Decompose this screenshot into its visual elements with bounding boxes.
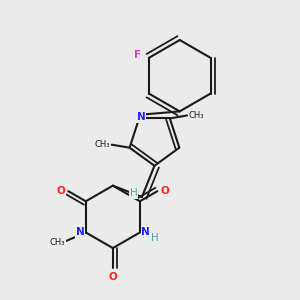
Text: N: N	[76, 227, 84, 237]
Text: N: N	[141, 227, 150, 237]
Text: CH₃: CH₃	[94, 140, 110, 149]
Text: O: O	[56, 186, 65, 196]
Text: H: H	[152, 233, 159, 243]
Text: H: H	[130, 188, 137, 198]
Text: N: N	[137, 112, 146, 122]
Text: CH₃: CH₃	[50, 238, 65, 247]
Text: F: F	[134, 50, 141, 61]
Text: O: O	[109, 272, 117, 282]
Text: CH₃: CH₃	[189, 111, 204, 120]
Text: O: O	[160, 186, 169, 196]
